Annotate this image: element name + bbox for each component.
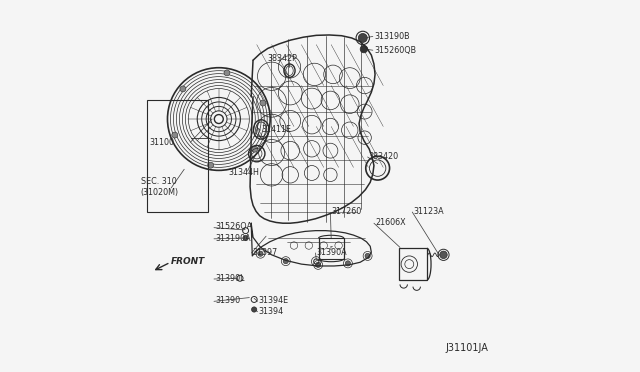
Circle shape — [440, 251, 447, 259]
Text: 313190A: 313190A — [215, 234, 251, 243]
Text: FRONT: FRONT — [172, 257, 205, 266]
Circle shape — [360, 45, 367, 53]
Text: 31390L: 31390L — [215, 274, 244, 283]
Text: 31390: 31390 — [215, 296, 240, 305]
Circle shape — [358, 33, 367, 42]
Text: 31394: 31394 — [259, 307, 284, 316]
Text: 31394E: 31394E — [259, 296, 289, 305]
Circle shape — [180, 86, 186, 92]
Text: 38342P: 38342P — [267, 54, 297, 63]
Bar — [147, 100, 209, 212]
Text: 21606X: 21606X — [376, 218, 406, 227]
Circle shape — [252, 307, 257, 312]
Text: 31390A: 31390A — [316, 248, 347, 257]
Text: r: r — [330, 246, 333, 251]
Circle shape — [208, 162, 214, 168]
Bar — [399, 248, 427, 280]
Text: 31397: 31397 — [252, 248, 278, 257]
Circle shape — [316, 262, 321, 267]
Circle shape — [243, 235, 248, 241]
Text: J31101JA: J31101JA — [445, 343, 488, 353]
Circle shape — [224, 70, 230, 76]
Text: 31526QA: 31526QA — [215, 222, 252, 231]
Circle shape — [260, 100, 266, 106]
Text: SEC. 310: SEC. 310 — [141, 177, 177, 186]
Text: 31123A: 31123A — [413, 207, 444, 216]
Circle shape — [283, 259, 289, 264]
Text: 317260: 317260 — [331, 207, 362, 216]
Text: (31020M): (31020M) — [140, 188, 179, 197]
Text: 31411E: 31411E — [261, 125, 291, 134]
Text: 31344H: 31344H — [228, 168, 259, 177]
Circle shape — [252, 146, 258, 152]
Circle shape — [365, 253, 370, 259]
Text: 383420: 383420 — [369, 152, 399, 161]
Circle shape — [346, 261, 351, 266]
Bar — [319, 238, 344, 259]
Circle shape — [172, 132, 178, 138]
Text: 31100: 31100 — [149, 138, 174, 147]
Text: 315260QB: 315260QB — [374, 46, 417, 55]
Text: 313190B: 313190B — [374, 32, 410, 41]
Circle shape — [258, 251, 263, 256]
